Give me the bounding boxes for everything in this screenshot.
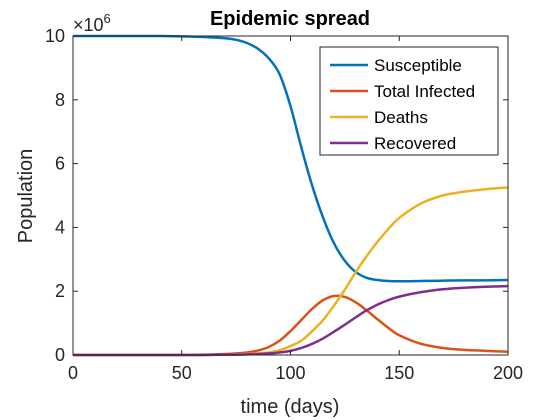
x-tick-label: 100	[275, 363, 305, 383]
y-exponent-multiplier: ×106	[73, 11, 111, 35]
x-tick-label: 200	[493, 363, 523, 383]
legend-label-total-infected: Total Infected	[374, 82, 475, 101]
chart-title: Epidemic spread	[210, 8, 370, 30]
y-tick-label: 4	[55, 217, 65, 237]
legend-label-susceptible: Susceptible	[374, 56, 462, 75]
y-exponent-base: ×10	[73, 15, 104, 35]
legend: Susceptible Total Infected Deaths Recovered	[319, 46, 499, 156]
legend-label-recovered: Recovered	[374, 134, 456, 153]
legend-label-deaths: Deaths	[374, 108, 428, 127]
x-axis-label: time (days)	[241, 396, 340, 418]
x-tick-label: 0	[68, 363, 78, 383]
y-tick-label: 2	[55, 281, 65, 301]
x-tick-label: 150	[384, 363, 414, 383]
x-tick-label: 50	[172, 363, 192, 383]
tick-layer: 0 50 100 150 200 0 2 4 6 8 10	[45, 26, 523, 383]
y-exponent-power: 6	[104, 11, 111, 26]
y-axis-label: Population	[15, 149, 37, 244]
y-tick-label: 0	[55, 345, 65, 365]
y-tick-label: 10	[45, 26, 65, 46]
y-tick-label: 6	[55, 154, 65, 174]
y-tick-label: 8	[55, 90, 65, 110]
